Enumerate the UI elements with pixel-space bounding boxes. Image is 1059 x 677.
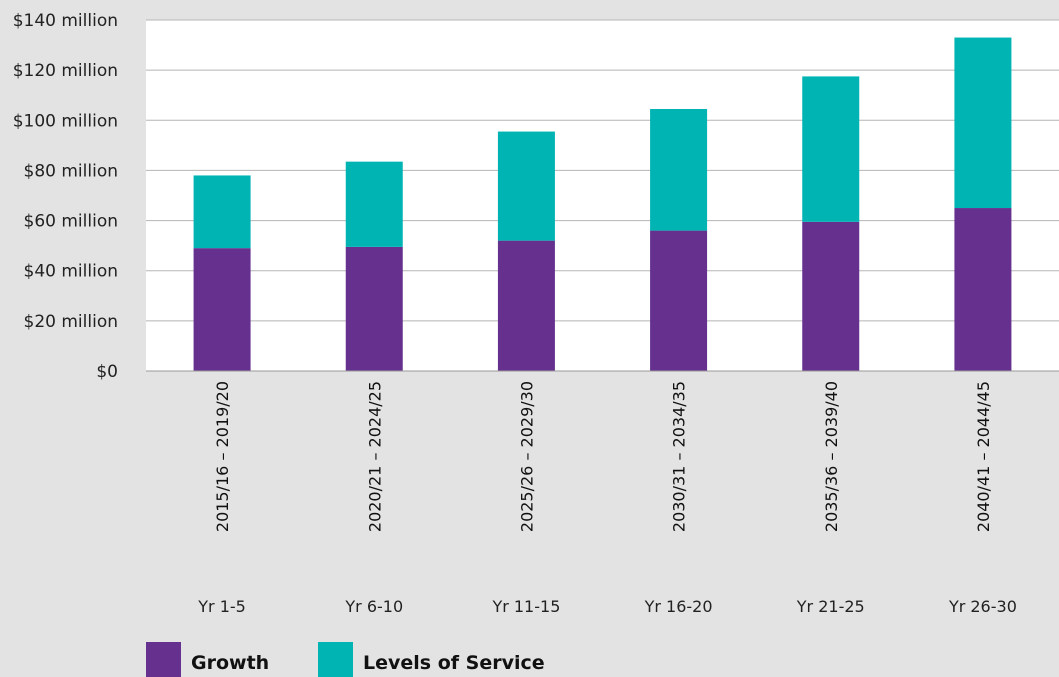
- plot-area: [146, 20, 1059, 371]
- period-label: Yr 1-5: [197, 597, 246, 616]
- bar-levels-of-service-3: [497, 131, 555, 241]
- bar-levels-of-service-2: [345, 161, 403, 247]
- period-label: Yr 26-30: [948, 597, 1017, 616]
- legend-swatch: [146, 642, 181, 677]
- x-tick-label: 2020/21 – 2024/25: [365, 381, 384, 532]
- y-tick-label: $0: [96, 362, 118, 382]
- y-tick-label: $20 million: [24, 312, 118, 332]
- y-tick-label: $140 million: [13, 11, 118, 31]
- bar-growth-6: [954, 208, 1012, 371]
- bar-levels-of-service-4: [650, 109, 708, 231]
- legend-label: Levels of Service: [363, 652, 545, 674]
- bar-growth-3: [497, 240, 555, 371]
- bar-levels-of-service-1: [193, 175, 251, 249]
- legend-item-growth: Growth: [146, 642, 269, 677]
- bar-growth-2: [345, 246, 403, 371]
- period-label: Yr 6-10: [344, 597, 403, 616]
- period-label: Yr 16-20: [644, 597, 713, 616]
- y-tick-label: $60 million: [24, 212, 118, 232]
- x-tick-label: 2015/16 – 2019/20: [213, 381, 232, 532]
- bar-growth-4: [650, 230, 708, 371]
- bar-levels-of-service-5: [802, 76, 860, 222]
- y-tick-label: $100 million: [13, 111, 118, 131]
- legend-item-levels-of-service: Levels of Service: [318, 642, 545, 677]
- bar-growth-5: [802, 221, 860, 371]
- bar-levels-of-service-6: [954, 37, 1012, 209]
- y-tick-label: $80 million: [24, 161, 118, 181]
- period-label: Yr 21-25: [796, 597, 865, 616]
- legend-swatch: [318, 642, 353, 677]
- period-label: Yr 11-15: [491, 597, 560, 616]
- x-tick-label: 2035/36 – 2039/40: [822, 381, 841, 532]
- x-tick-label: 2030/31 – 2034/35: [670, 381, 689, 532]
- y-tick-label: $120 million: [13, 61, 118, 81]
- y-tick-label: $40 million: [24, 262, 118, 282]
- x-tick-label: 2025/26 – 2029/30: [517, 381, 536, 532]
- bar-growth-1: [193, 248, 251, 371]
- x-tick-label: 2040/41 – 2044/45: [974, 381, 993, 532]
- legend-label: Growth: [191, 652, 269, 674]
